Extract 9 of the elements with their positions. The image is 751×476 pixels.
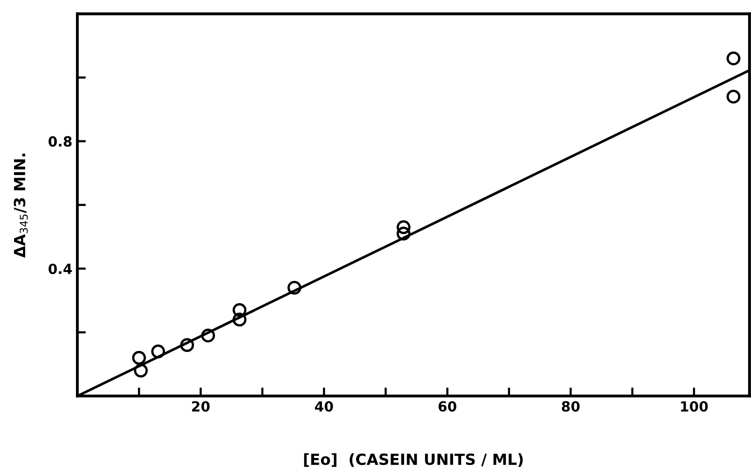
x-tick-label: 60 [438, 401, 456, 412]
y-tick-label: 0.8 [48, 136, 72, 147]
x-tick-label: 20 [192, 401, 210, 412]
x-tick-label: 40 [314, 401, 334, 412]
x-tick-label: 100 [681, 401, 708, 412]
y-tick-label: 0.4 [48, 264, 72, 274]
x-tick-label: 80 [562, 401, 580, 412]
y-axis-title: ΔA$_{345}$/3 MIN. [14, 154, 28, 258]
x-axis-title: [Eo] (CASEIN UNITS / ML) [304, 453, 523, 467]
